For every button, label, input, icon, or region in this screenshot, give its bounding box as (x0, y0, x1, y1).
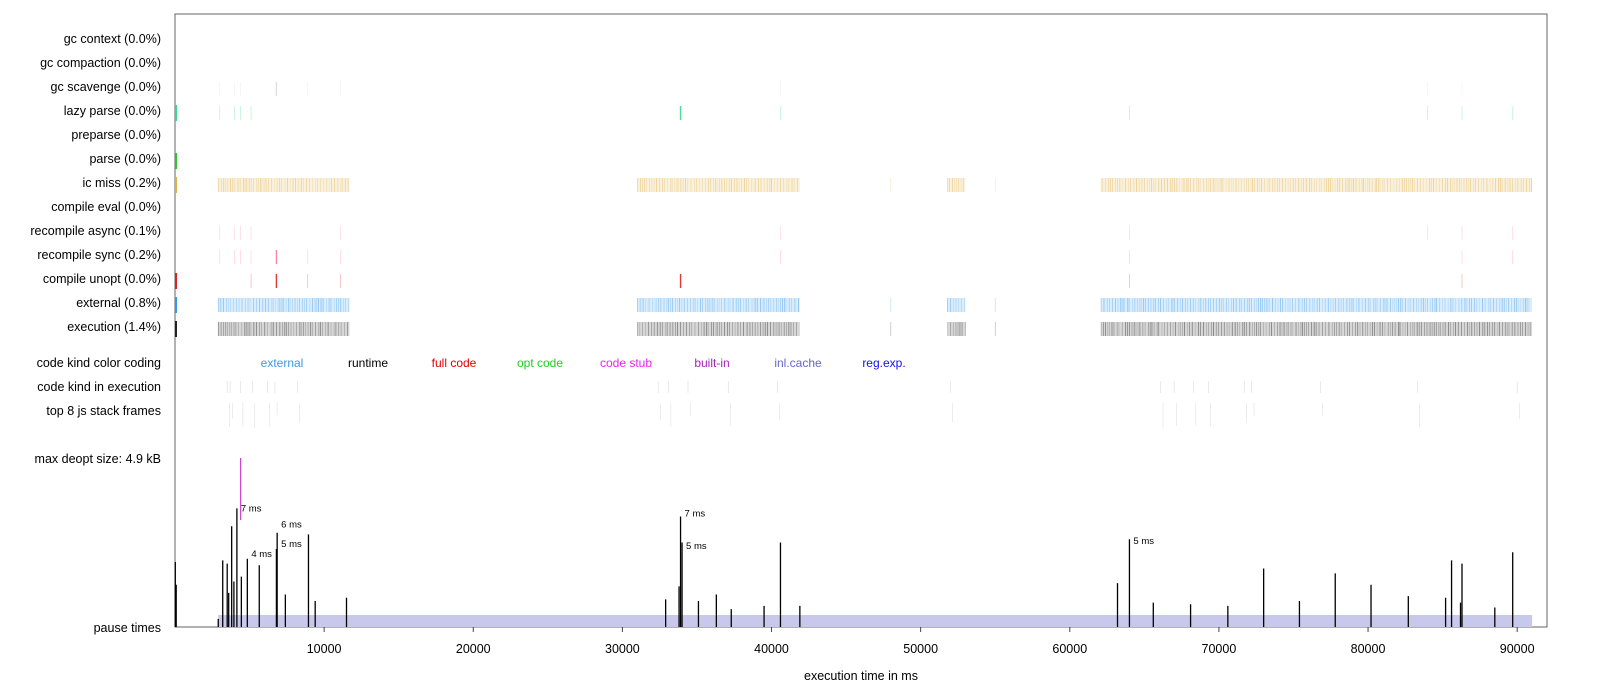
row-label: gc context (0.0%) (64, 32, 161, 46)
row-start-mark (175, 273, 177, 289)
row-label: execution (1.4%) (67, 320, 161, 334)
legend-item: full code (432, 356, 477, 370)
row-label: recompile sync (0.2%) (37, 248, 161, 262)
row-band (1101, 322, 1533, 336)
row-band (1101, 178, 1533, 192)
row-label: preparse (0.0%) (71, 128, 161, 142)
row-label: compile unopt (0.0%) (43, 272, 161, 286)
gc-band (218, 615, 1533, 627)
plot-frame (174, 13, 1548, 628)
x-tick-label: 90000 (1500, 642, 1535, 656)
x-tick-label: 40000 (754, 642, 789, 656)
extra-labels: code kind color coding code kind in exec… (35, 356, 161, 635)
row-band (947, 322, 966, 336)
x-axis: 10000 20000 30000 40000 50000 60000 70000 80000… (307, 627, 1535, 656)
row-bands (175, 82, 1533, 337)
row-label: ic miss (0.2%) (83, 176, 161, 190)
pause-label: 7 ms (241, 503, 262, 514)
pause-label: 7 ms (685, 508, 706, 519)
pause-area: 7 ms 6 ms 4 ms 5 ms 7 ms 5 ms 5 ms (174, 458, 1533, 627)
max-deopt-label: max deopt size: 4.9 kB (35, 452, 161, 466)
row-start-mark (175, 105, 177, 121)
row-band (218, 298, 350, 312)
legend-item: runtime (348, 356, 388, 370)
row-label: external (0.8%) (76, 296, 161, 310)
row-band (637, 298, 800, 312)
legend-items: external runtime full code opt code code stu… (261, 356, 906, 370)
row-band (947, 298, 966, 312)
pause-label: 6 ms (281, 520, 302, 531)
row-label: parse (0.0%) (89, 152, 161, 166)
row-band (218, 322, 350, 336)
row-band (1101, 298, 1533, 312)
pause-label: 5 ms (686, 541, 707, 552)
row-start-mark (175, 177, 177, 193)
code-kind-in-execution-label: code kind in execution (37, 380, 161, 394)
row-label: recompile async (0.1%) (30, 224, 161, 238)
x-tick-label: 80000 (1351, 642, 1386, 656)
x-tick-label: 20000 (456, 642, 491, 656)
row-label: gc compaction (0.0%) (40, 56, 161, 70)
row-label: gc scavenge (0.0%) (51, 80, 161, 94)
x-tick-label: 10000 (307, 642, 342, 656)
x-tick-label: 60000 (1052, 642, 1087, 656)
x-tick-label: 70000 (1202, 642, 1237, 656)
code-kind-marks (226, 381, 1520, 429)
row-band (637, 322, 800, 336)
pause-label: 4 ms (251, 549, 272, 560)
row-band (637, 178, 800, 192)
legend-item: code stub (600, 356, 652, 370)
row-band (947, 178, 966, 192)
x-tick-label: 30000 (605, 642, 640, 656)
row-labels: gc context (0.0%) gc compaction (0.0%) gc … (30, 32, 161, 334)
top-stack-frames-label: top 8 js stack frames (46, 404, 161, 418)
row-start-mark (175, 153, 177, 169)
legend-item: opt code (517, 356, 563, 370)
pause-label: 5 ms (281, 539, 302, 550)
row-label: compile eval (0.0%) (51, 200, 161, 214)
legend-title: code kind color coding (37, 356, 161, 370)
row-label: lazy parse (0.0%) (64, 104, 161, 118)
legend-item: external (261, 356, 304, 370)
pause-times-label: pause times (94, 621, 161, 635)
x-tick-label: 50000 (903, 642, 938, 656)
legend-item: built-in (694, 356, 729, 370)
row-start-mark (175, 297, 177, 313)
pause-label: 5 ms (1133, 536, 1154, 547)
row-band (218, 178, 350, 192)
legend-item: reg.exp. (862, 356, 905, 370)
row-start-mark (175, 321, 177, 337)
x-axis-label: execution time in ms (804, 669, 918, 683)
legend-item: inl.cache (774, 356, 822, 370)
